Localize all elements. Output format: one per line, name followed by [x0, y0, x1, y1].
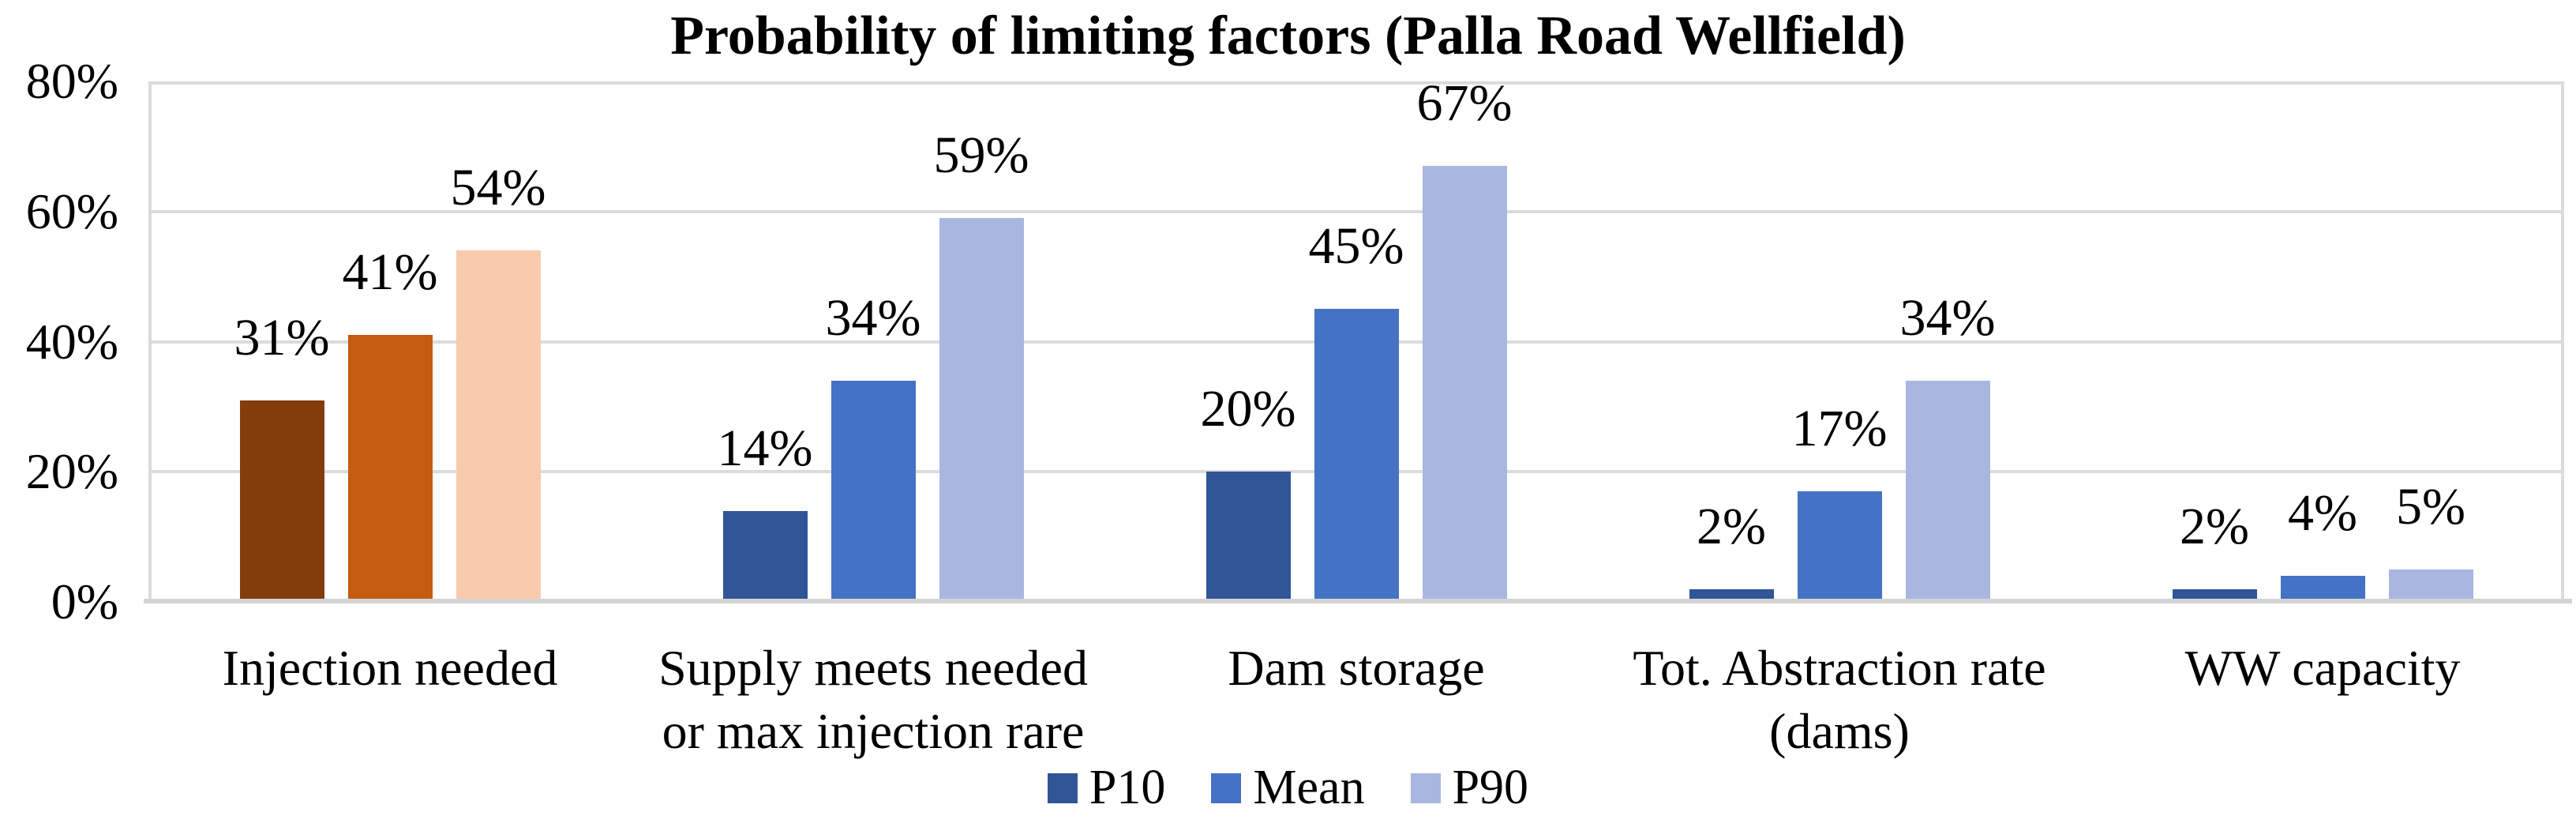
gridline-60pct [148, 209, 2564, 213]
legend-label: P10 [1089, 761, 1166, 814]
gridline-80pct [148, 81, 2564, 85]
category-label-ww-capacity: WW capacity [2184, 640, 2461, 696]
bar-group-injection-needed: 31% 41% 54% [148, 81, 632, 602]
category-label-supply-meets-needed: Supply meets needed or max injection rar… [658, 640, 1088, 759]
bar-p10-dam-storage: 20% [1201, 383, 1295, 602]
bar-value-label: 14% [717, 419, 813, 477]
bar-group-supply-meets-needed: 14% 34% 59% [632, 81, 1115, 602]
bar-p10-injection-needed: 31% [234, 311, 329, 602]
x-axis-labels: Injection needed Supply meets needed or m… [148, 637, 2564, 763]
bar-value-label: 4% [2288, 484, 2357, 543]
bar-value-label: 17% [1791, 399, 1888, 457]
x-axis-line [144, 599, 2572, 603]
bar-value-label: 41% [342, 243, 438, 302]
category-label-dam-storage: Dam storage [1228, 640, 1485, 696]
bar-p10-ww-capacity: 2% [2172, 500, 2257, 602]
plot-right-border [2561, 81, 2564, 602]
legend-swatch-mean [1211, 772, 1242, 803]
y-axis-tick: 60% [25, 182, 118, 239]
bar-p90-ww-capacity: 5% [2388, 480, 2473, 602]
bar-value-label: 34% [1899, 288, 1996, 347]
bar-mean-supply-meets-needed: 34% [826, 291, 921, 602]
bar-p90-injection-needed: 54% [451, 162, 546, 602]
y-axis-tick: 20% [25, 443, 118, 500]
bar-p90-tot-abstraction-rate: 34% [1900, 291, 1995, 602]
bar-value-label: 34% [825, 288, 921, 347]
bar-value-label: 45% [1308, 217, 1404, 276]
legend-item-p10: P10 [1047, 760, 1166, 816]
bar-mean-tot-abstraction-rate: 17% [1792, 402, 1887, 602]
bar-value-label: 20% [1200, 380, 1296, 438]
bar-mean-injection-needed: 41% [343, 246, 437, 602]
bar-p10-supply-meets-needed: 14% [718, 422, 812, 602]
bar-value-label: 2% [1697, 497, 1766, 555]
plot-area: 31% 41% 54% 14% 34% 59% 20% 45% 67% 2% 17% 34% 2% 4% 5… [144, 77, 2572, 603]
bar-groups: 31% 41% 54% 14% 34% 59% 20% 45% 67% 2% 17% 34% 2% 4% 5… [148, 77, 2564, 602]
category-label-tot-abstraction-rate: Tot. Abstraction rate (dams) [1633, 640, 2046, 759]
bar-group-dam-storage: 20% 45% 67% [1115, 77, 1598, 602]
y-axis-tick: 0% [51, 573, 118, 630]
legend-swatch-p10 [1047, 772, 1078, 803]
y-axis-tick: 40% [25, 313, 118, 370]
legend-item-mean: Mean [1211, 760, 1365, 816]
bar-group-tot-abstraction-rate: 2% 17% 34% [1598, 81, 2081, 602]
legend-label: Mean [1253, 761, 1365, 814]
y-axis: 80% 60% 40% 20% 0% [0, 52, 118, 631]
bar-value-label: 54% [450, 159, 546, 217]
legend-swatch-p90 [1410, 772, 1441, 803]
bar-mean-ww-capacity: 4% [2280, 487, 2365, 602]
bar-p10-tot-abstraction-rate: 2% [1689, 500, 1774, 602]
bar-value-label: 5% [2396, 477, 2465, 536]
legend: P10 Mean P90 [0, 760, 2576, 816]
legend-label: P90 [1452, 761, 1529, 814]
bar-p90-supply-meets-needed: 59% [934, 130, 1029, 602]
plot-left-border [148, 81, 152, 602]
bar-value-label: 2% [2180, 497, 2249, 555]
bar-mean-dam-storage: 45% [1309, 220, 1404, 602]
bar-value-label: 31% [234, 308, 330, 367]
category-label-injection-needed: Injection needed [222, 640, 558, 696]
bar-value-label: 59% [933, 126, 1029, 184]
chart-title: Probability of limiting factors (Palla R… [670, 6, 1906, 66]
bar-value-label: 67% [1416, 74, 1513, 133]
bar-p90-dam-storage: 67% [1417, 77, 1512, 602]
y-axis-tick: 80% [25, 53, 118, 109]
bar-group-ww-capacity: 2% 4% 5% [2081, 81, 2564, 602]
legend-item-p90: P90 [1410, 760, 1529, 816]
